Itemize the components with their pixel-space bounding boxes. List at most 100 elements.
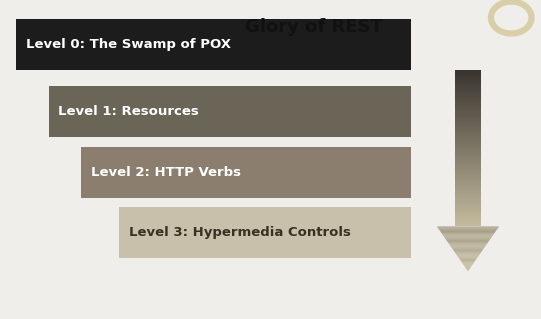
- Bar: [455, 72, 481, 74]
- Bar: [455, 138, 481, 140]
- Bar: [455, 166, 481, 168]
- Polygon shape: [466, 268, 470, 269]
- Bar: [455, 191, 481, 193]
- Bar: [455, 124, 481, 127]
- Bar: [455, 181, 481, 183]
- Polygon shape: [448, 242, 488, 243]
- Bar: [455, 185, 481, 188]
- Bar: [455, 216, 481, 219]
- Bar: [455, 91, 481, 94]
- Bar: [455, 214, 481, 217]
- Polygon shape: [441, 233, 494, 234]
- Bar: [455, 105, 481, 107]
- Bar: [455, 78, 481, 80]
- Bar: [455, 171, 481, 174]
- Bar: [455, 84, 481, 86]
- Bar: [455, 101, 481, 103]
- Bar: [119, 207, 411, 258]
- Bar: [455, 199, 481, 201]
- Bar: [455, 156, 481, 158]
- Bar: [455, 99, 481, 101]
- Polygon shape: [452, 248, 484, 249]
- Bar: [455, 164, 481, 166]
- Polygon shape: [448, 243, 487, 244]
- Bar: [455, 121, 481, 123]
- Polygon shape: [463, 264, 473, 265]
- Bar: [455, 129, 481, 131]
- Text: Level 3: Hypermedia Controls: Level 3: Hypermedia Controls: [129, 226, 351, 239]
- Bar: [455, 74, 481, 76]
- Bar: [455, 136, 481, 138]
- Polygon shape: [445, 239, 491, 240]
- Bar: [455, 132, 481, 135]
- Bar: [455, 111, 481, 113]
- Polygon shape: [440, 231, 496, 232]
- Bar: [455, 76, 481, 78]
- Bar: [455, 152, 481, 154]
- Bar: [455, 154, 481, 156]
- Polygon shape: [452, 249, 484, 250]
- Bar: [455, 115, 481, 117]
- Text: Level 2: HTTP Verbs: Level 2: HTTP Verbs: [91, 166, 241, 179]
- Polygon shape: [443, 234, 493, 235]
- Text: Level 0: The Swamp of POX: Level 0: The Swamp of POX: [26, 38, 231, 51]
- Bar: [455, 122, 481, 125]
- Polygon shape: [467, 270, 469, 271]
- Bar: [455, 220, 481, 223]
- Bar: [455, 95, 481, 98]
- Bar: [455, 113, 481, 115]
- Polygon shape: [443, 235, 493, 237]
- Bar: [455, 134, 481, 137]
- Polygon shape: [459, 258, 477, 259]
- Bar: [455, 97, 481, 100]
- Polygon shape: [456, 253, 480, 255]
- Polygon shape: [466, 269, 470, 270]
- Bar: [455, 70, 481, 72]
- Bar: [455, 193, 481, 195]
- Bar: [455, 205, 481, 207]
- Text: Glory of REST: Glory of REST: [245, 18, 382, 35]
- Polygon shape: [462, 262, 474, 263]
- Polygon shape: [446, 240, 490, 241]
- Bar: [455, 187, 481, 189]
- Bar: [455, 103, 481, 105]
- Polygon shape: [438, 228, 498, 229]
- Polygon shape: [444, 237, 492, 238]
- Bar: [455, 183, 481, 185]
- Bar: [455, 93, 481, 96]
- Bar: [455, 119, 481, 121]
- Polygon shape: [445, 238, 491, 239]
- Bar: [455, 150, 481, 152]
- Polygon shape: [437, 226, 499, 228]
- Bar: [455, 148, 481, 150]
- Bar: [455, 89, 481, 92]
- Bar: [16, 19, 411, 70]
- Bar: [455, 146, 481, 148]
- Polygon shape: [447, 241, 489, 242]
- Bar: [455, 177, 481, 180]
- Bar: [455, 117, 481, 119]
- Bar: [455, 197, 481, 199]
- Bar: [455, 224, 481, 226]
- Polygon shape: [456, 255, 480, 256]
- Bar: [455, 179, 481, 182]
- Polygon shape: [460, 260, 476, 261]
- Polygon shape: [455, 252, 481, 253]
- Bar: [455, 109, 481, 111]
- Bar: [81, 147, 411, 198]
- Polygon shape: [438, 229, 498, 230]
- Polygon shape: [463, 263, 473, 264]
- Polygon shape: [450, 246, 486, 247]
- Bar: [49, 86, 411, 137]
- Bar: [455, 209, 481, 211]
- Polygon shape: [459, 259, 477, 260]
- Polygon shape: [453, 250, 483, 251]
- Text: Level 1: Resources: Level 1: Resources: [58, 105, 199, 118]
- Bar: [455, 207, 481, 209]
- Bar: [455, 169, 481, 172]
- Polygon shape: [464, 265, 472, 267]
- Bar: [455, 85, 481, 88]
- Bar: [455, 195, 481, 197]
- Polygon shape: [439, 230, 497, 231]
- Bar: [455, 107, 481, 109]
